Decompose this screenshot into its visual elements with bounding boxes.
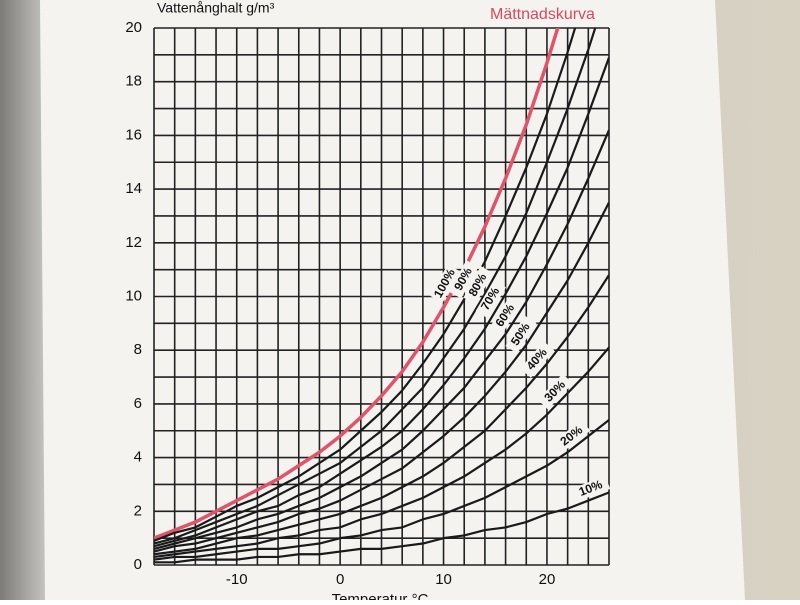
label-background [505,315,537,354]
curve [154,129,609,550]
curve [154,28,597,545]
y-tick-label: 14 [125,180,142,197]
y-tick-label: 4 [134,449,142,466]
saturation-label: Mättnadskurva [490,6,595,23]
curve [154,419,609,561]
curve [154,346,609,559]
y-tick-label: 2 [134,502,142,519]
curve [154,202,609,553]
label-background [553,419,591,453]
x-tick-label: 0 [336,571,344,588]
x-tick-label: 20 [539,571,556,588]
curve [154,491,609,564]
curve [154,274,609,556]
y-tick-label: 6 [134,395,142,412]
grid [153,27,610,566]
y-tick-label: 12 [125,234,142,251]
label-background [448,260,479,299]
label-background [571,475,611,502]
label-background [520,341,555,378]
curves [154,28,609,564]
label-background [537,373,573,410]
y-tick-label: 0 [134,556,142,573]
y-tick-label: 8 [134,341,142,358]
curve-label-group: 10% [571,475,611,502]
label-background [430,264,460,303]
label-background [463,266,494,305]
y-tick-label: 18 [125,73,142,90]
x-axis-title: Temperatur °C [332,591,429,600]
y-tick-label: 16 [125,126,142,143]
x-tick-label: -10 [226,571,248,588]
curve [154,28,577,542]
curve [154,57,609,548]
curve [154,28,560,540]
y-tick-label: 20 [125,19,142,36]
y-axis-title: Vattenånghalt g/m³ [157,0,275,16]
label-background [489,296,522,335]
y-tick-label: 10 [125,287,142,304]
x-tick-label: 10 [435,571,452,588]
label-background [475,280,506,319]
